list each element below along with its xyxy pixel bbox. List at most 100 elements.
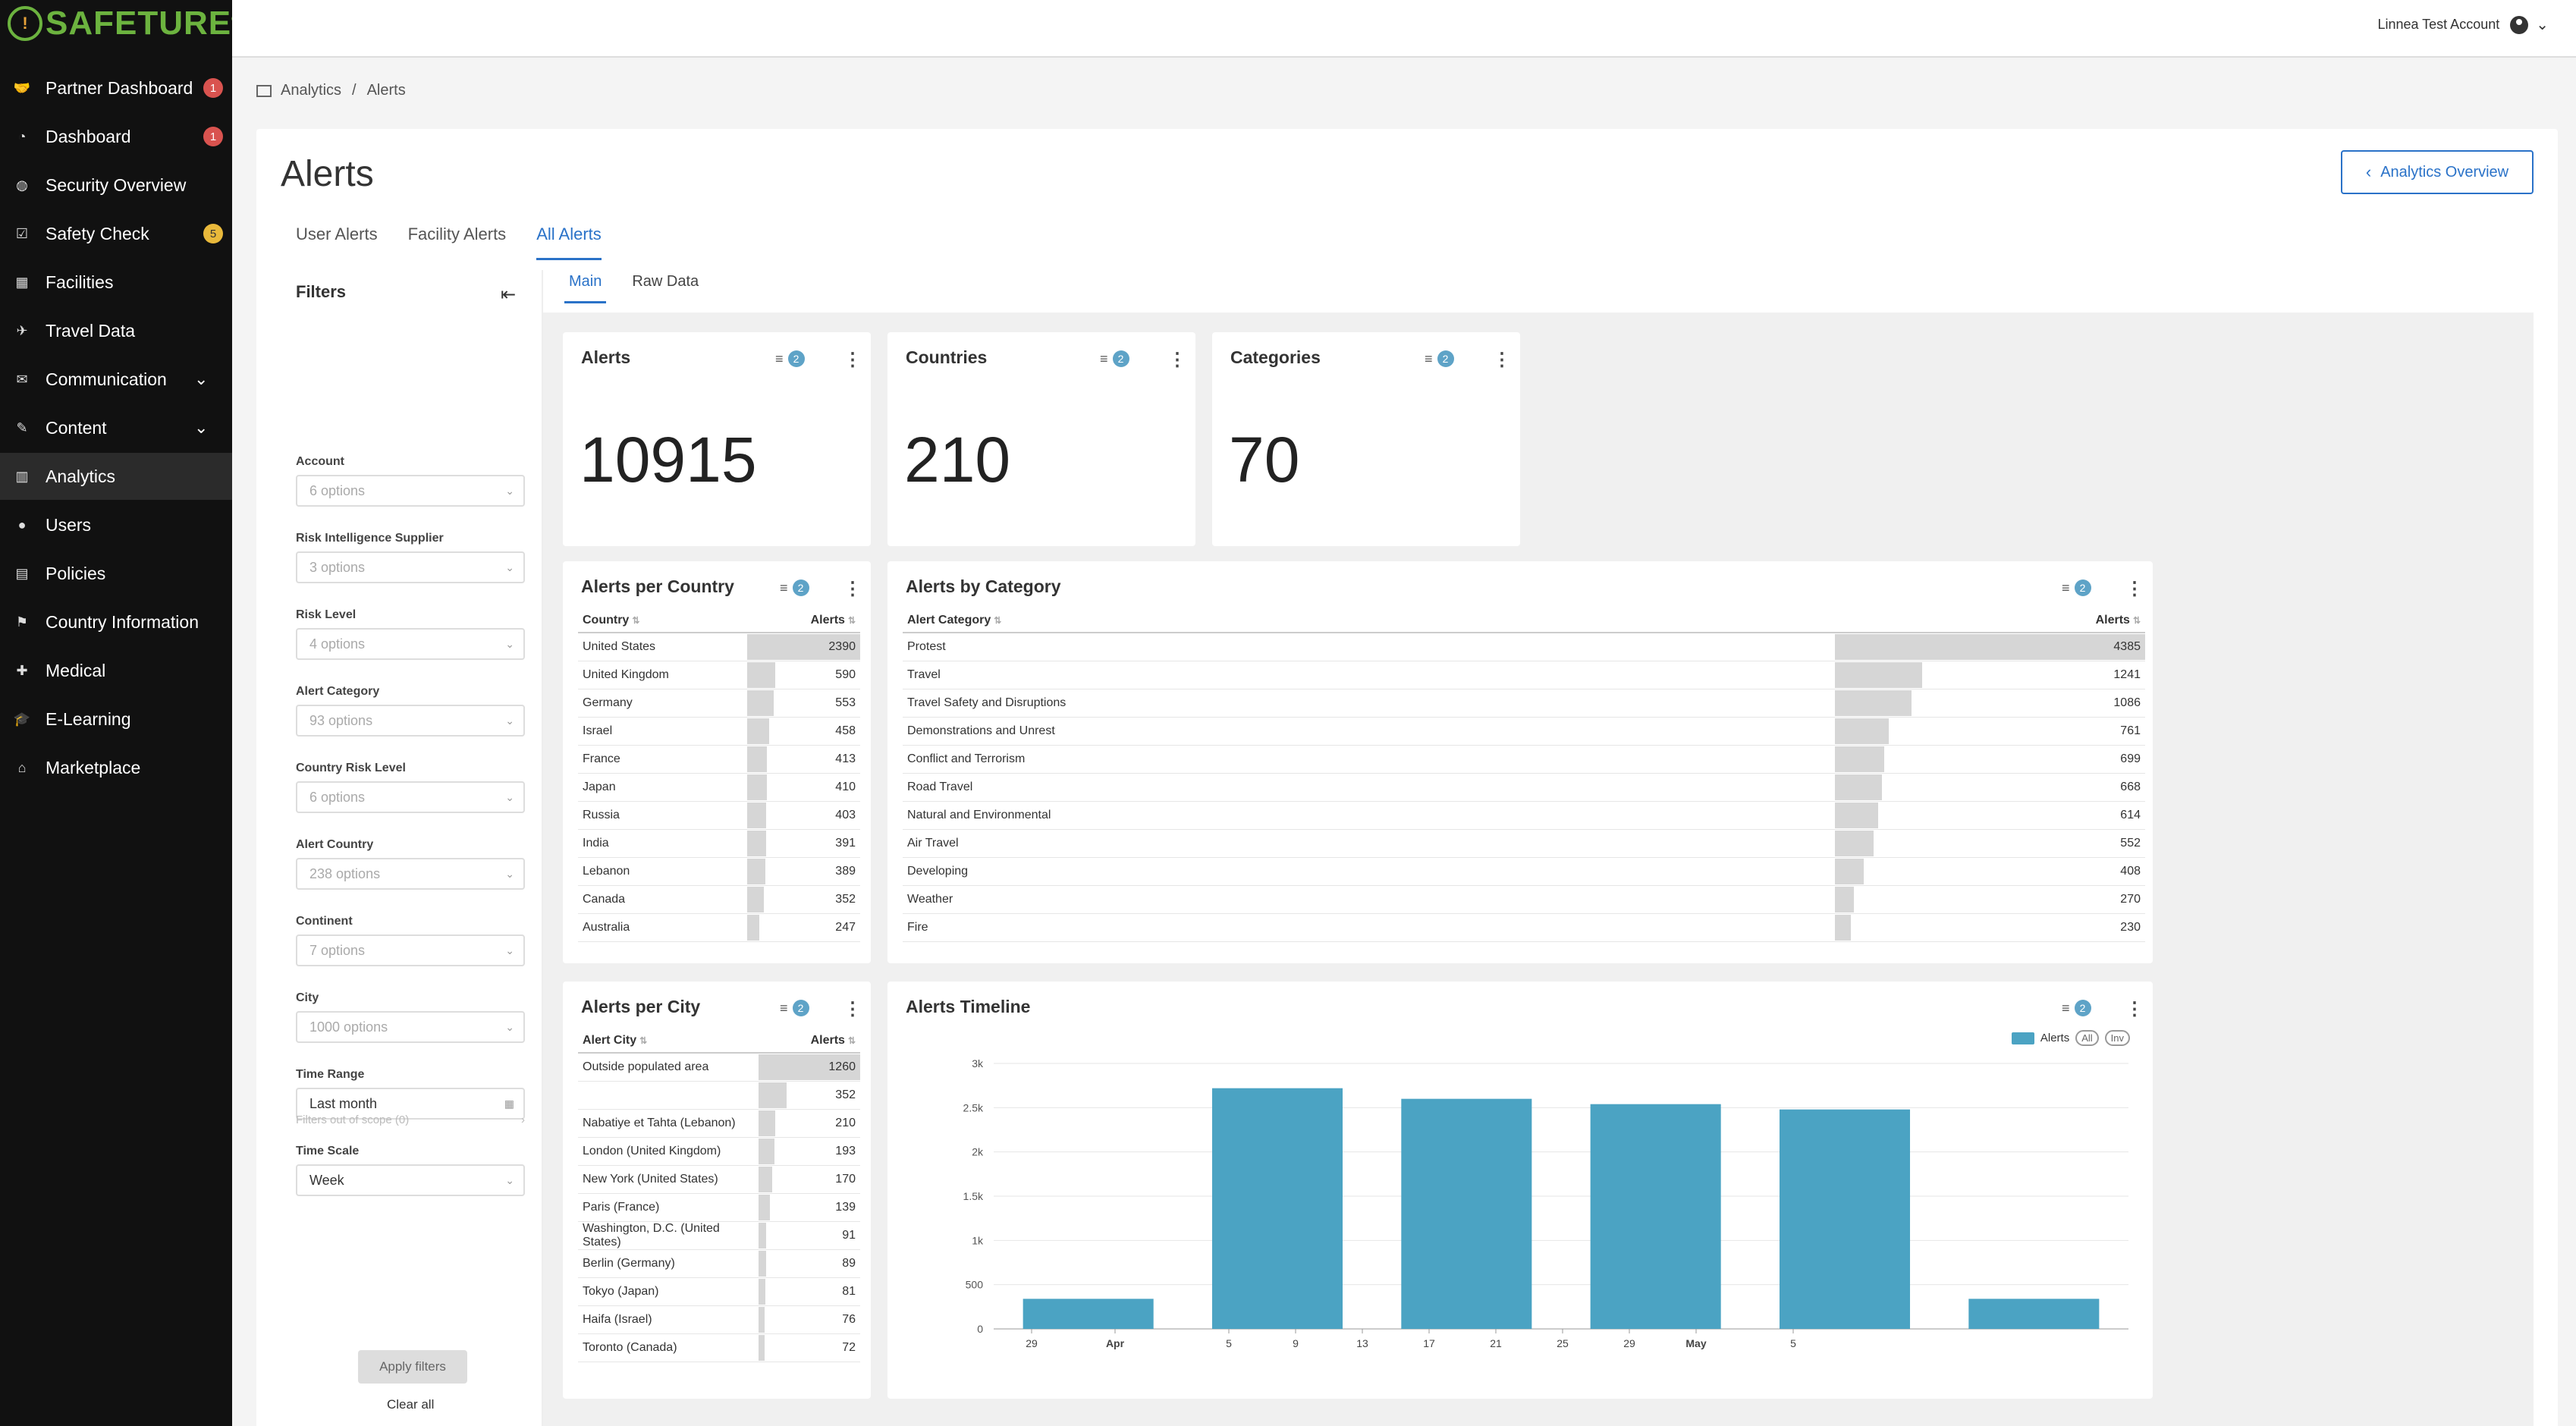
more-options-icon[interactable]: ⋮ xyxy=(2125,999,2144,1019)
breadcrumb-analytics[interactable]: Analytics xyxy=(281,82,342,99)
table-row[interactable]: Natural and Environmental 614 xyxy=(903,801,2145,830)
sidebar-item-communication[interactable]: ✉ Communication ⌄ xyxy=(0,356,232,403)
table-row[interactable]: Australia 247 xyxy=(578,913,860,942)
apply-filters-button[interactable]: Apply filters xyxy=(358,1350,467,1384)
account-menu[interactable]: Linnea Test Account ⌄ xyxy=(2377,15,2549,34)
sidebar-item-users[interactable]: ● Users xyxy=(0,501,232,548)
table-row[interactable]: United States 2390 xyxy=(578,633,860,661)
table-row[interactable]: Haifa (Israel) 76 xyxy=(578,1305,860,1334)
subtab-main[interactable]: Main xyxy=(564,273,607,303)
sidebar-item-safety-check[interactable]: ☑ Safety Check 5 xyxy=(0,210,232,257)
table-row[interactable]: United Kingdom 590 xyxy=(578,661,860,689)
filter-indicator[interactable]: ≡ 2 xyxy=(780,580,809,596)
table-row[interactable]: Developing 408 xyxy=(903,857,2145,886)
table-row[interactable]: Canada 352 xyxy=(578,885,860,914)
sidebar-item-content[interactable]: ✎ Content ⌄ xyxy=(0,404,232,451)
filter-select-account[interactable]: 6 options ⌄ xyxy=(296,475,525,507)
more-options-icon[interactable]: ⋮ xyxy=(843,579,862,599)
sidebar-item-travel-data[interactable]: ✈ Travel Data xyxy=(0,307,232,354)
sidebar-item-facilities[interactable]: ▦ Facilities xyxy=(0,259,232,306)
clear-all-button[interactable]: Clear all xyxy=(387,1397,435,1412)
subtab-raw-data[interactable]: Raw Data xyxy=(632,273,699,290)
sidebar-item-policies[interactable]: ▤ Policies xyxy=(0,550,232,597)
filter-indicator[interactable]: ≡ 2 xyxy=(2062,1000,2091,1016)
table-row[interactable]: Toronto (Canada) 72 xyxy=(578,1333,860,1362)
tab-facility-alerts[interactable]: Facility Alerts xyxy=(407,225,507,243)
table-row[interactable]: Conflict and Terrorism 699 xyxy=(903,745,2145,774)
legend-all-button[interactable]: All xyxy=(2075,1030,2099,1046)
sidebar-item-country-information[interactable]: ⚑ Country Information xyxy=(0,598,232,645)
table-row[interactable]: Russia 403 xyxy=(578,801,860,830)
table-row[interactable]: Protest 4385 xyxy=(903,633,2145,661)
filter-select-time-range[interactable]: Last month ▦ xyxy=(296,1088,525,1120)
more-options-icon[interactable]: ⋮ xyxy=(1168,350,1186,370)
table-row[interactable]: Air Travel 552 xyxy=(903,829,2145,858)
filter-indicator[interactable]: ≡ 2 xyxy=(1425,350,1454,367)
timeline-bar[interactable] xyxy=(1779,1109,1911,1329)
legend-swatch[interactable] xyxy=(2011,1032,2034,1044)
timeline-bar[interactable] xyxy=(1590,1104,1721,1329)
column-header[interactable]: Alerts ⇅ xyxy=(759,1029,860,1054)
filter-select-risk-level[interactable]: 4 options ⌄ xyxy=(296,628,525,660)
filter-indicator[interactable]: ≡ 2 xyxy=(2062,580,2091,596)
more-options-icon[interactable]: ⋮ xyxy=(2125,579,2144,599)
table-row[interactable]: London (United Kingdom) 193 xyxy=(578,1137,860,1166)
table-row[interactable]: Paris (France) 139 xyxy=(578,1193,860,1222)
table-row[interactable]: Israel 458 xyxy=(578,717,860,746)
table-row[interactable]: New York (United States) 170 xyxy=(578,1165,860,1194)
sidebar-item-marketplace[interactable]: ⌂ Marketplace xyxy=(0,744,232,791)
filter-select-country-risk-level[interactable]: 6 options ⌄ xyxy=(296,781,525,813)
column-header[interactable]: Alert City ⇅ xyxy=(578,1029,759,1054)
filter-indicator[interactable]: ≡ 2 xyxy=(780,1000,809,1016)
column-header[interactable]: Country ⇅ xyxy=(578,608,748,633)
filter-indicator[interactable]: ≡ 2 xyxy=(775,350,805,367)
filter-indicator[interactable]: ≡ 2 xyxy=(1100,350,1129,367)
more-options-icon[interactable]: ⋮ xyxy=(1493,350,1511,370)
table-row[interactable]: Outside populated area 1260 xyxy=(578,1053,860,1082)
table-row[interactable]: Nabatiye et Tahta (Lebanon) 210 xyxy=(578,1109,860,1138)
table-row[interactable]: Travel 1241 xyxy=(903,661,2145,689)
sidebar-item-medical[interactable]: ✚ Medical xyxy=(0,647,232,694)
sidebar-item-e-learning[interactable]: 🎓 E-Learning xyxy=(0,696,232,743)
column-header[interactable]: Alerts ⇅ xyxy=(747,608,860,633)
sidebar-item-partner-dashboard[interactable]: 🤝 Partner Dashboard 1 xyxy=(0,64,232,112)
timeline-bar[interactable] xyxy=(1211,1088,1343,1329)
table-row[interactable]: Germany 553 xyxy=(578,689,860,718)
table-row[interactable]: Weather 270 xyxy=(903,885,2145,914)
sidebar-item-analytics[interactable]: ▥ Analytics xyxy=(0,453,232,500)
table-row[interactable]: Tokyo (Japan) 81 xyxy=(578,1277,860,1306)
column-header[interactable]: Alerts ⇅ xyxy=(1834,608,2145,633)
table-row[interactable]: Fire 230 xyxy=(903,913,2145,942)
tab-all-alerts[interactable]: All Alerts xyxy=(536,225,602,260)
more-options-icon[interactable]: ⋮ xyxy=(843,350,862,370)
table-row[interactable]: France 413 xyxy=(578,745,860,774)
filter-select-time-scale[interactable]: Week ⌄ xyxy=(296,1164,525,1196)
collapse-filters-icon[interactable]: ⇤ xyxy=(501,284,517,305)
legend-invert-button[interactable]: Inv xyxy=(2104,1030,2130,1046)
safeture-logo[interactable]: ! SAFETURE® xyxy=(8,5,240,42)
table-row[interactable]: 352 xyxy=(578,1081,860,1110)
filter-select-city[interactable]: 1000 options ⌄ xyxy=(296,1011,525,1043)
filter-select-risk-intelligence-supplier[interactable]: 3 options ⌄ xyxy=(296,551,525,583)
table-row[interactable]: Lebanon 389 xyxy=(578,857,860,886)
table-row[interactable]: Washington, D.C. (United States) 91 xyxy=(578,1221,860,1250)
tab-user-alerts[interactable]: User Alerts xyxy=(296,225,378,243)
table-row[interactable]: Demonstrations and Unrest 761 xyxy=(903,717,2145,746)
filters-out-of-scope[interactable]: Filters out of scope (0) › xyxy=(296,1113,525,1126)
chevron-down-icon[interactable]: ⌄ xyxy=(194,418,209,437)
table-row[interactable]: Travel Safety and Disruptions 1086 xyxy=(903,689,2145,718)
filter-select-alert-country[interactable]: 238 options ⌄ xyxy=(296,858,525,890)
filter-select-alert-category[interactable]: 93 options ⌄ xyxy=(296,705,525,737)
sidebar-item-dashboard[interactable]: ◔ Dashboard 1 xyxy=(0,113,232,160)
more-options-icon[interactable]: ⋮ xyxy=(843,999,862,1019)
filter-select-continent[interactable]: 7 options ⌄ xyxy=(296,934,525,966)
table-row[interactable]: Berlin (Germany) 89 xyxy=(578,1249,860,1278)
table-row[interactable]: India 391 xyxy=(578,829,860,858)
column-header[interactable]: Alert Category ⇅ xyxy=(903,608,1835,633)
timeline-bar[interactable] xyxy=(1023,1299,1154,1329)
table-row[interactable]: Japan 410 xyxy=(578,773,860,802)
sidebar-item-security-overview[interactable]: ◍ Security Overview xyxy=(0,162,232,209)
timeline-bar[interactable] xyxy=(1968,1299,2100,1329)
timeline-bar[interactable] xyxy=(1401,1098,1532,1329)
table-row[interactable]: Road Travel 668 xyxy=(903,773,2145,802)
